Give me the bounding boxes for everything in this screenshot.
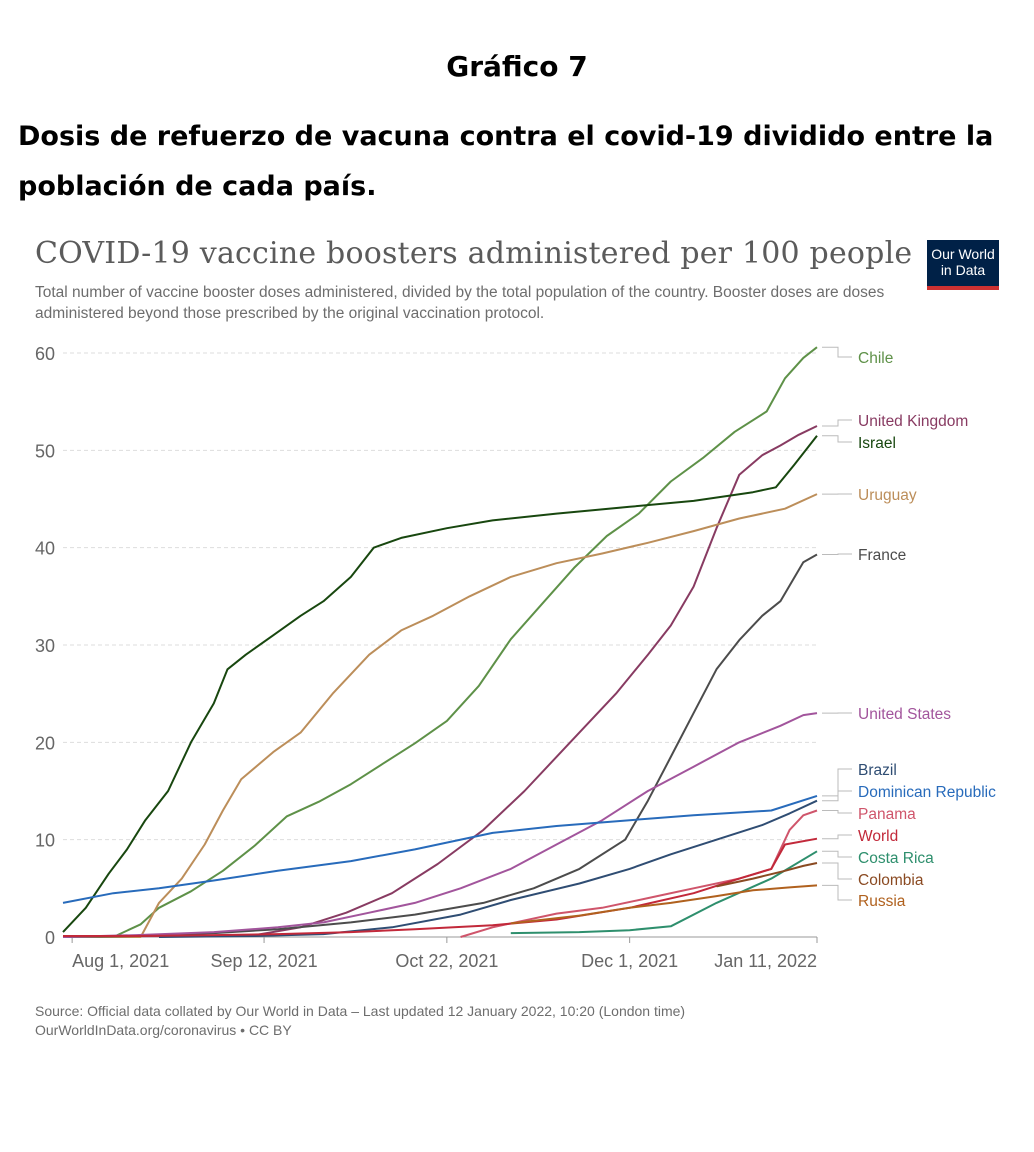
- y-tick-label: 10: [35, 831, 55, 851]
- document-heading: Gráfico 7: [446, 50, 588, 83]
- source-license: OurWorldInData.org/coronavirus • CC BY: [35, 1022, 292, 1038]
- series-line-brazil: [158, 799, 818, 938]
- series-label: Panama: [858, 806, 916, 823]
- chart-subtitle: Total number of vaccine booster doses ad…: [35, 284, 885, 322]
- chart-title: COVID-19 vaccine boosters administered p…: [35, 236, 913, 271]
- series-line-colombia: [716, 862, 818, 888]
- series-line-chile: [112, 346, 818, 938]
- y-tick-label: 60: [35, 344, 55, 364]
- label-connector: [822, 884, 852, 901]
- series-label: Brazil: [858, 762, 897, 779]
- series-label: United Kingdom: [858, 413, 968, 430]
- document-title: Dosis de refuerzo de vacuna contra el co…: [18, 121, 994, 202]
- y-tick-label: 50: [35, 441, 55, 461]
- label-connector: [822, 553, 852, 555]
- series-label: Uruguay: [858, 487, 917, 504]
- label-connector: [822, 850, 852, 858]
- label-connector: [822, 862, 852, 880]
- source-line: Source: Official data collated by Our Wo…: [35, 1003, 686, 1019]
- series-line-russia: [510, 884, 818, 925]
- series-label: United States: [858, 706, 951, 723]
- x-tick-label: Aug 1, 2021: [72, 951, 169, 971]
- series-line-united-kingdom: [62, 425, 818, 938]
- series-label: Chile: [858, 350, 893, 367]
- series-line-uruguay: [72, 493, 818, 938]
- series-label: World: [858, 828, 898, 845]
- line-chart: 0 10 20 30 40 50 60 Aug 1, 2021 Sep 12, 2021 Oct …: [35, 344, 996, 971]
- series-label: Dominican Republic: [858, 784, 996, 801]
- x-tick-label: Jan 11, 2022: [714, 951, 817, 971]
- x-tick-label: Sep 12, 2021: [211, 951, 318, 971]
- y-tick-label: 30: [35, 636, 55, 656]
- owid-logo: Our World in Data: [927, 240, 999, 290]
- label-connector: [822, 810, 852, 814]
- y-tick-label: 0: [45, 928, 55, 948]
- label-connector: [822, 435, 852, 443]
- label-connector: [822, 768, 852, 802]
- y-tick-label: 40: [35, 539, 55, 559]
- label-connector: [822, 346, 852, 358]
- series-line-costa-rica: [510, 850, 818, 935]
- series-label: France: [858, 547, 906, 564]
- series-line-panama: [460, 809, 818, 938]
- series-label: Colombia: [858, 872, 924, 889]
- label-connector: [822, 834, 852, 840]
- label-connector: [822, 790, 852, 797]
- series-line-dominican-republic: [62, 794, 818, 904]
- series-line-world: [63, 837, 818, 937]
- series-label: Israel: [858, 435, 896, 452]
- source-note: Source: Official data collated by Our Wo…: [35, 1002, 685, 1040]
- x-tick-label: Oct 22, 2021: [395, 951, 498, 971]
- label-connector: [822, 419, 852, 427]
- y-tick-label: 20: [35, 733, 55, 753]
- series-label: Russia: [858, 893, 906, 910]
- x-tick-label: Dec 1, 2021: [581, 951, 678, 971]
- series-line-france: [62, 553, 818, 938]
- series-label: Costa Rica: [858, 850, 934, 867]
- series-line-israel: [62, 435, 818, 933]
- series-line-united-states: [62, 712, 818, 938]
